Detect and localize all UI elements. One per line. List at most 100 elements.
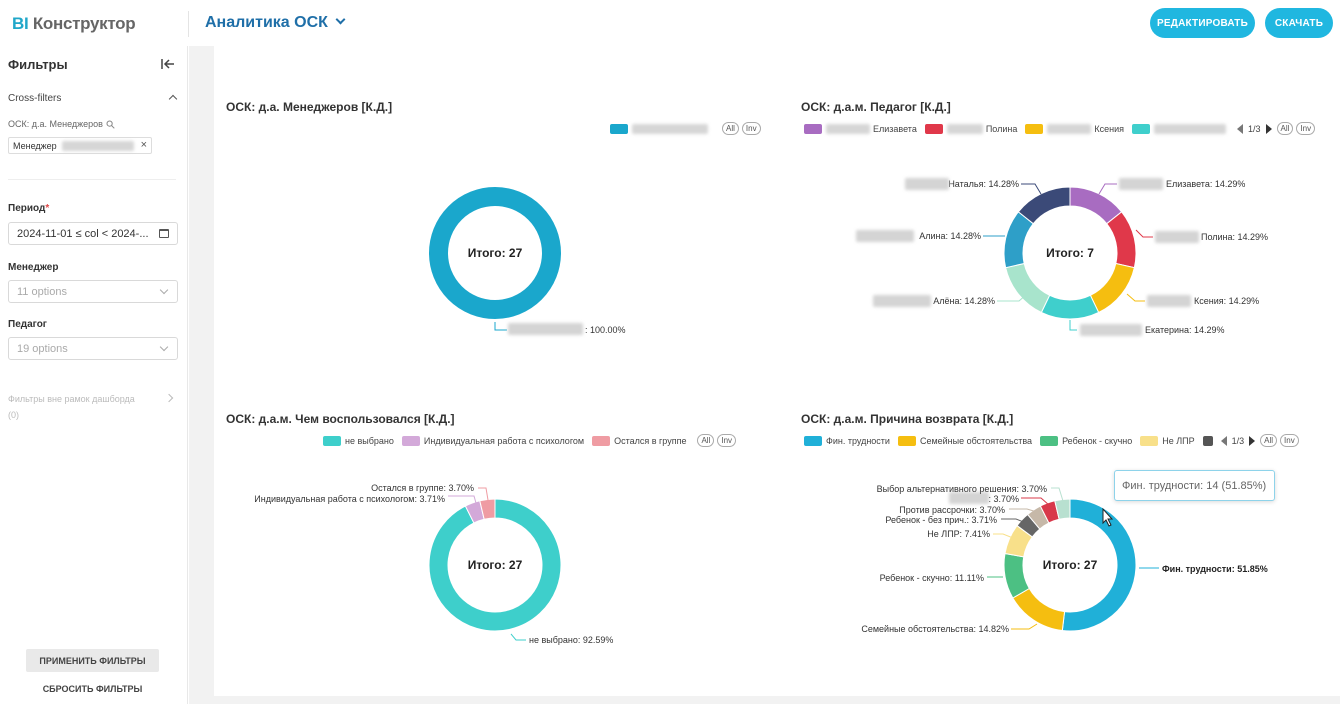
blurred-slice-label xyxy=(1147,295,1191,307)
logo-bi: BI xyxy=(12,14,29,33)
blurred-slice-label xyxy=(873,295,931,307)
leader-line xyxy=(448,495,477,504)
legend-swatch xyxy=(323,435,341,446)
donut-slice[interactable] xyxy=(1106,211,1137,269)
legend-label: Полина xyxy=(985,123,1018,134)
legend-item[interactable]: Елизавета xyxy=(804,123,917,134)
donut-slice[interactable] xyxy=(1040,294,1100,320)
blurred-slice-label xyxy=(905,178,949,190)
legend-item[interactable]: Не ЛПР xyxy=(1140,435,1195,446)
donut-slice[interactable] xyxy=(1005,262,1051,314)
collapse-sidebar-icon[interactable] xyxy=(161,58,175,70)
pager-text: 1/3 xyxy=(1247,123,1261,134)
top-header: BI Конструктор Аналитика ОСК РЕДАКТИРОВА… xyxy=(0,0,1340,46)
donut-slice[interactable] xyxy=(1089,262,1135,314)
cross-filter-chip[interactable]: Менеджер × xyxy=(8,137,152,154)
slice-label: Ксения: 14.29% xyxy=(1194,296,1259,306)
pager-prev-icon[interactable] xyxy=(1220,435,1227,446)
legend-swatch xyxy=(804,435,822,446)
legend-all-toggle[interactable]: All xyxy=(1276,122,1294,135)
slice-label: Остался в группе: 3.70% xyxy=(371,483,474,493)
legend-item[interactable]: Семейные обстоятельства xyxy=(897,435,1033,446)
slice-label: : 3.70% xyxy=(988,494,1019,504)
apply-filters-button[interactable]: ПРИМЕНИТЬ ФИЛЬТРЫ xyxy=(26,649,159,672)
chart-return-reason: ОСК: д.а.м. Причина возврата [К.Д.] Фин.… xyxy=(801,412,1337,672)
blurred-slice-label xyxy=(1119,178,1163,190)
legend-item[interactable] xyxy=(610,123,711,134)
legend-item[interactable]: Ребенок - скучно xyxy=(1040,435,1132,446)
legend-label: Елизавета xyxy=(873,123,917,134)
legend-item[interactable] xyxy=(1131,123,1229,134)
legend-inv-toggle[interactable]: Inv xyxy=(1296,122,1316,135)
legend-item[interactable] xyxy=(1202,435,1217,446)
donut-slice[interactable] xyxy=(1017,186,1071,225)
leader-line xyxy=(1021,183,1042,195)
edit-button[interactable]: РЕДАКТИРОВАТЬ xyxy=(1150,8,1255,38)
legend-inv-toggle[interactable]: Inv xyxy=(741,122,761,135)
legend-item[interactable]: Ксения xyxy=(1025,123,1124,134)
legend-label: Фин. трудности xyxy=(826,435,890,446)
chevron-right-icon[interactable] xyxy=(164,393,174,403)
out-of-scope-filters[interactable]: Фильтры вне рамок дашборда (0) xyxy=(8,391,158,423)
blurred-value xyxy=(61,140,134,151)
donut-slices xyxy=(1003,186,1137,320)
donut-slice[interactable] xyxy=(429,187,561,319)
dashboard-canvas xyxy=(214,46,1340,696)
close-icon[interactable]: × xyxy=(140,139,147,151)
donut-slice[interactable] xyxy=(479,498,496,520)
slice-label: Алёна: 14.28% xyxy=(933,296,995,306)
chevron-down-icon[interactable] xyxy=(335,14,346,25)
chart-teacher: ОСК: д.а.м. Педагог [К.Д.] Елизавета Пол… xyxy=(801,100,1337,360)
period-label-text: Период xyxy=(8,203,46,214)
pager-next-icon[interactable] xyxy=(1249,435,1256,446)
download-button[interactable]: СКАЧАТЬ xyxy=(1265,8,1333,38)
pager-prev-icon[interactable] xyxy=(1236,123,1243,134)
legend-item[interactable]: Фин. трудности xyxy=(804,435,890,446)
legend-inv-toggle[interactable]: Inv xyxy=(717,434,737,447)
slice-label: Фин. трудности: 51.85% xyxy=(1162,564,1268,574)
header-separator xyxy=(188,11,189,37)
reset-filters-button[interactable]: СБРОСИТЬ ФИЛЬТРЫ xyxy=(42,684,143,694)
leader-line xyxy=(1021,497,1050,506)
legend-swatch xyxy=(1131,123,1150,134)
legend-label: Семейные обстоятельства xyxy=(919,435,1033,446)
search-icon[interactable] xyxy=(106,120,115,129)
cursor-icon xyxy=(1102,507,1114,527)
donut-slice[interactable] xyxy=(428,498,562,632)
leader-line xyxy=(997,293,1028,302)
blurred-slice-label xyxy=(1155,231,1199,243)
leader-line xyxy=(1135,229,1153,238)
legend-swatch xyxy=(592,435,611,446)
slice-label: Против рассрочки: 3.70% xyxy=(899,505,1005,515)
donut-slice[interactable] xyxy=(1054,498,1071,520)
teacher-select[interactable]: 19 options xyxy=(8,337,178,360)
donut-slice[interactable] xyxy=(1012,587,1066,632)
pager-next-icon[interactable] xyxy=(1265,123,1272,134)
dashboard-title[interactable]: Аналитика ОСК xyxy=(205,14,346,32)
legend-all-toggle[interactable]: All xyxy=(722,122,739,135)
legend-swatch xyxy=(1202,435,1213,446)
legend-item[interactable]: Остался в группе xyxy=(592,435,686,446)
donut-slice[interactable] xyxy=(1061,498,1137,632)
chevron-up-icon[interactable] xyxy=(168,94,178,104)
legend-all-toggle[interactable]: All xyxy=(1260,434,1278,447)
manager-select[interactable]: 11 options xyxy=(8,280,178,303)
legend-item[interactable]: Полина xyxy=(924,123,1018,134)
center-total-label: Итого: 27 xyxy=(468,558,523,572)
slice-label: : 100.00% xyxy=(585,325,626,335)
legend-all-toggle[interactable]: All xyxy=(697,434,715,447)
slice-label: Ребенок - без прич.: 3.71% xyxy=(885,515,997,525)
manager-placeholder: 11 options xyxy=(17,285,67,298)
cross-filters-label[interactable]: Cross-filters xyxy=(8,93,62,104)
app-logo[interactable]: BI Конструктор xyxy=(12,14,136,34)
chevron-down-icon[interactable] xyxy=(159,342,169,352)
period-input[interactable]: 2024-11-01 ≤ col < 2024-... xyxy=(8,222,178,245)
legend-item[interactable]: не выбрано xyxy=(323,435,394,446)
donut-chart: Итого: 27 Фин. трудности: 51.85% Семейны… xyxy=(861,484,1268,634)
calendar-icon[interactable] xyxy=(159,229,169,238)
legend-item[interactable]: Индивидуальная работа с психологом xyxy=(401,435,584,446)
legend-inv-toggle[interactable]: Inv xyxy=(1280,434,1299,447)
chevron-down-icon[interactable] xyxy=(159,285,169,295)
chart-what-used: ОСК: д.а.м. Чем воспользовался [К.Д.] не… xyxy=(226,412,766,672)
slice-label: Наталья: 14.28% xyxy=(948,179,1019,189)
